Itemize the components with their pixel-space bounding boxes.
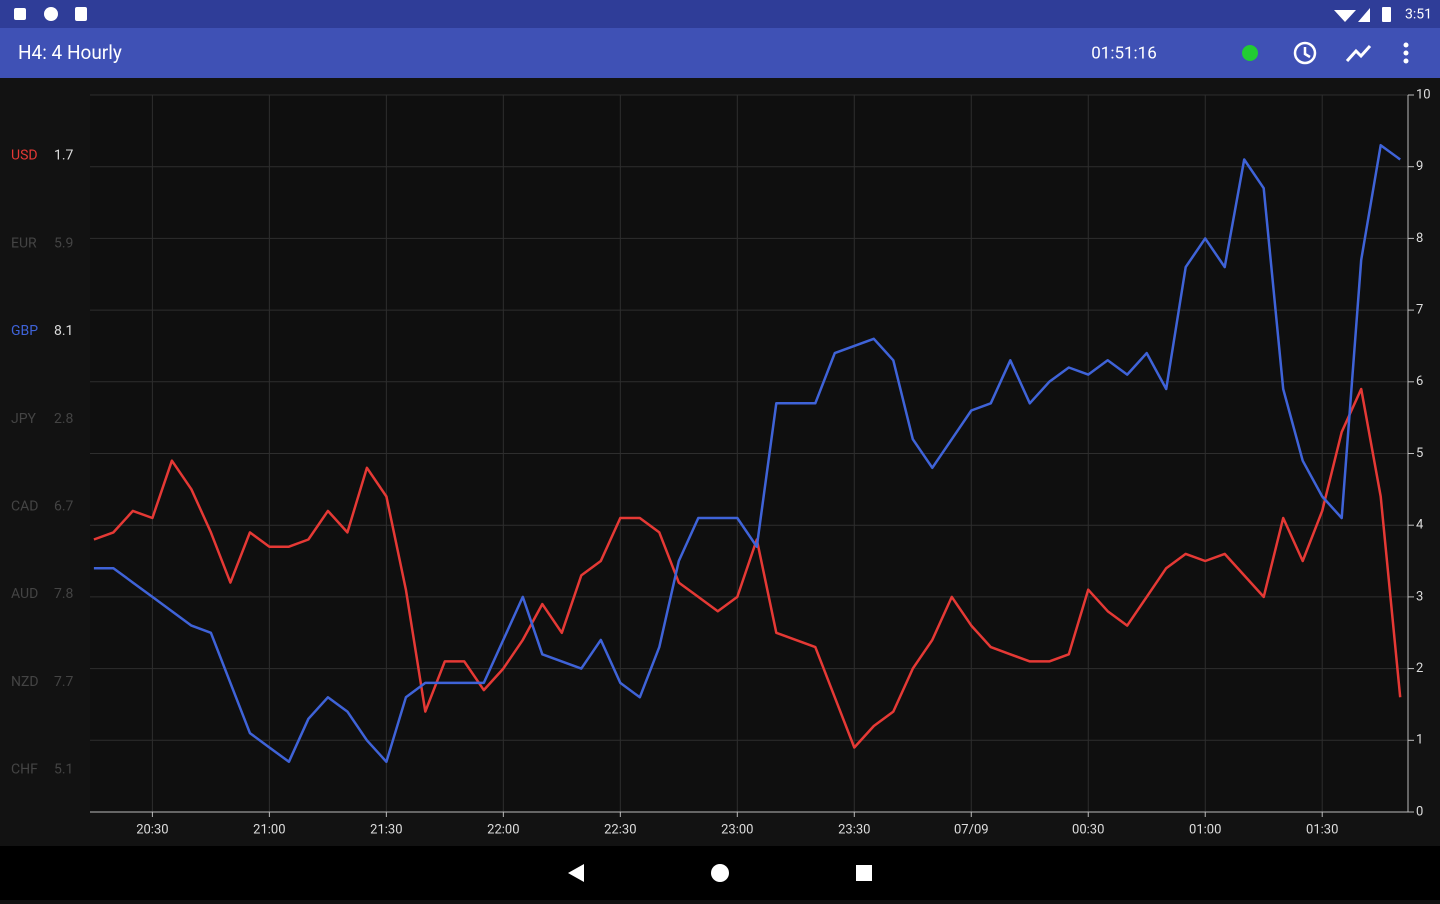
y-tick-label: 0 <box>1416 804 1423 819</box>
timer: 01:51:16 <box>1091 43 1157 63</box>
x-tick-label: 22:00 <box>487 822 519 837</box>
status-bar <box>0 0 1440 28</box>
x-tick-label: 23:30 <box>838 822 870 837</box>
signal-icon <box>1358 8 1370 22</box>
chart-button[interactable] <box>1345 44 1372 63</box>
y-tick-label: 6 <box>1416 374 1423 389</box>
y-tick-label: 9 <box>1416 159 1423 174</box>
status-icon <box>75 7 87 21</box>
status-icon <box>14 8 26 20</box>
currency-value: 1.7 <box>54 148 74 164</box>
y-tick-label: 5 <box>1416 446 1423 461</box>
currency-code: CHF <box>11 762 38 778</box>
currency-code: EUR <box>11 235 37 251</box>
x-tick-label: 21:30 <box>370 822 402 837</box>
currency-value: 6.7 <box>54 499 74 515</box>
y-tick-label: 2 <box>1416 661 1423 676</box>
wifi-icon <box>1334 10 1356 22</box>
currency-value: 5.9 <box>54 235 73 251</box>
x-tick-label: 23:00 <box>721 822 753 837</box>
x-tick-label: 20:30 <box>136 822 168 837</box>
x-tick-label: 00:30 <box>1072 822 1104 837</box>
currency-value: 2.8 <box>54 411 74 427</box>
chart: USD 1.7 EUR 5.9 GBP 8.1 JPY 2.8 CAD 6.7 AUD 7.8 NZD 7… <box>11 87 1431 837</box>
x-tick-label: 07/09 <box>954 822 989 837</box>
home-button[interactable] <box>711 864 729 882</box>
currency-code: CAD <box>11 499 38 515</box>
app-bar <box>0 28 1440 78</box>
x-tick-label: 01:30 <box>1306 822 1338 837</box>
x-tick-label: 01:00 <box>1189 822 1221 837</box>
currency-value: 8.1 <box>54 323 73 339</box>
y-tick-label: 3 <box>1416 589 1423 604</box>
status-time: 3:51 <box>1405 7 1432 23</box>
currency-value: 7.7 <box>54 674 74 690</box>
clock-button[interactable] <box>1293 41 1317 65</box>
currency-code: AUD <box>11 586 38 602</box>
line-series <box>93 143 1401 764</box>
currency-code: USD <box>11 148 38 164</box>
y-tick-label: 7 <box>1416 303 1423 318</box>
status-dot <box>1242 45 1258 61</box>
y-tick-label: 10 <box>1416 87 1431 102</box>
currency-value: 5.1 <box>54 762 73 778</box>
x-tick-label: 22:30 <box>604 822 636 837</box>
menu-button[interactable] <box>1403 42 1409 64</box>
recents-button[interactable] <box>856 865 872 881</box>
currency-value: 7.8 <box>54 586 74 602</box>
battery-icon <box>1382 7 1391 22</box>
status-icon <box>44 7 58 21</box>
y-tick-label: 1 <box>1416 733 1423 748</box>
currency-code: JPY <box>11 411 37 427</box>
currency-code: NZD <box>11 674 39 690</box>
back-button[interactable] <box>568 864 584 882</box>
app-title: H4: 4 Hourly <box>18 41 122 64</box>
line-series <box>93 387 1402 749</box>
y-tick-label: 8 <box>1416 231 1423 246</box>
currency-code: GBP <box>11 323 38 339</box>
x-tick-label: 21:00 <box>253 822 285 837</box>
y-tick-label: 4 <box>1416 518 1424 533</box>
